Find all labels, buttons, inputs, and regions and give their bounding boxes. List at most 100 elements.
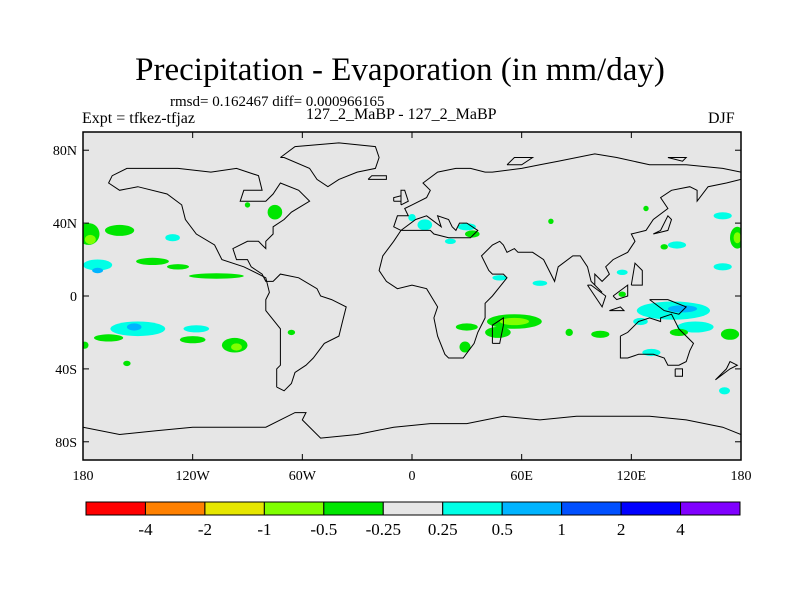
stats-text: rmsd= 0.162467 diff= 0.000966165 — [170, 94, 385, 110]
x-tick-label-2: 60W — [289, 469, 317, 484]
experiment-label: Expt = tfkez-tfjaz — [82, 110, 195, 127]
colorbar-swatch-2 — [204, 501, 265, 516]
contour-patch-15 — [94, 334, 124, 342]
coastline-19 — [393, 195, 402, 202]
map-background — [83, 132, 741, 460]
coastline-16 — [667, 157, 688, 162]
coastline-15 — [83, 412, 741, 439]
contour-patch-18 — [123, 360, 131, 367]
y-tick-label-3: 40S — [55, 363, 77, 378]
contour-patch-30 — [485, 326, 511, 338]
colorbar-swatch-8 — [561, 501, 622, 516]
coastline-5 — [491, 316, 504, 344]
coastline-2 — [367, 175, 387, 180]
contour-patch-6 — [92, 267, 104, 274]
contour-patch-13 — [126, 323, 142, 331]
colorbar: -4 -2 -1 -0.5 -0.25 0.25 0.5 1 2 4 — [85, 501, 741, 539]
contour-patch-50 — [616, 269, 628, 275]
coastline-0 — [107, 167, 347, 392]
coastlines — [83, 142, 741, 439]
contour-patch-2 — [105, 224, 135, 236]
colorbar-label-6: 0.5 — [492, 520, 513, 539]
colorbar-swatch-5 — [382, 501, 444, 516]
contour-patch-36 — [667, 305, 698, 313]
contour-patch-46 — [713, 263, 732, 271]
colorbar-swatch-7 — [501, 501, 563, 516]
contour-patch-29 — [499, 317, 529, 326]
colorbar-label-0: -4 — [138, 520, 153, 539]
contour-patch-5 — [83, 259, 113, 271]
contour-patch-48 — [660, 244, 668, 250]
contour-patch-40 — [591, 330, 610, 338]
contour-patch-39 — [669, 328, 689, 336]
coastline-18 — [400, 189, 409, 206]
coastline-7 — [609, 306, 626, 312]
contour-patch-26 — [492, 275, 508, 281]
contour-patch-20 — [83, 341, 89, 349]
coastline-11 — [649, 299, 688, 315]
contour-patch-37 — [677, 321, 714, 333]
contour-patch-32 — [459, 341, 471, 353]
y-tick-label-2: 0 — [70, 290, 77, 305]
contour-patch-47 — [667, 241, 687, 249]
contour-patch-41 — [720, 328, 740, 340]
x-tick-label-0: 180 — [73, 469, 94, 484]
colorbar-swatch-4 — [323, 501, 384, 516]
coastline-4 — [400, 215, 479, 239]
x-tick-label-5: 120E — [617, 469, 647, 484]
contour-patch-27 — [532, 280, 548, 286]
contour-patch-42 — [642, 348, 661, 357]
contour-patch-33 — [565, 328, 573, 336]
contour-patch-8 — [189, 273, 244, 279]
contour-patch-45 — [733, 232, 741, 244]
y-tick-label-0: 80N — [53, 144, 77, 159]
chart-title: Precipitation - Evaporation (in mm/day) — [135, 52, 665, 88]
colorbar-label-7: 1 — [557, 520, 566, 539]
axis-ticks: 180 120W 60W 0 60E 120E 180 80N 40N 0 40S 80S — [53, 132, 752, 484]
contour-patch-43 — [713, 212, 732, 220]
colorbar-label-9: 4 — [676, 520, 685, 539]
colorbar-label-4: -0.25 — [366, 520, 401, 539]
colorbar-swatch-1 — [144, 501, 206, 516]
contour-patch-9 — [267, 204, 283, 220]
coastline-12 — [619, 313, 695, 366]
contour-patch-10 — [244, 202, 251, 208]
contour-patch-4 — [167, 264, 189, 270]
y-tick-label-4: 80S — [55, 436, 77, 451]
contour-patch-49 — [643, 205, 649, 212]
y-tick-label-1: 40N — [53, 217, 77, 232]
coastline-6 — [587, 284, 607, 309]
x-tick-label-3: 0 — [409, 469, 416, 484]
season-label: DJF — [708, 110, 735, 127]
colorbar-label-1: -2 — [198, 520, 212, 539]
coastline-13 — [674, 368, 683, 377]
colorbar-label-5: 0.25 — [428, 520, 458, 539]
colorbar-label-3: -0.5 — [310, 520, 337, 539]
colorbar-swatch-3 — [263, 501, 325, 516]
coastline-8 — [612, 284, 629, 301]
coastline-14 — [715, 360, 739, 381]
contour-patch-7 — [165, 234, 180, 242]
colorbar-swatch-6 — [442, 501, 503, 516]
contour-patch-21 — [408, 214, 416, 222]
colorbar-label-8: 2 — [617, 520, 626, 539]
x-tick-label-4: 60E — [510, 469, 533, 484]
contour-patch-17 — [231, 343, 242, 351]
runs-label: 127_2_MaBP - 127_2_MaBP — [306, 106, 497, 123]
contour-patch-51 — [548, 218, 554, 224]
contour-patch-25 — [444, 238, 456, 244]
contour-patch-14 — [183, 325, 210, 333]
contour-patch-19 — [287, 329, 296, 336]
contour-patch-23 — [457, 223, 476, 231]
contour-patch-31 — [455, 323, 478, 331]
contour-patch-52 — [719, 387, 730, 395]
coastline-10 — [653, 214, 673, 235]
colorbar-label-2: -1 — [257, 520, 271, 539]
coastline-17 — [506, 157, 535, 166]
contour-patch-22 — [417, 219, 433, 231]
colorbar-swatch-0 — [85, 501, 146, 516]
contour-patch-3 — [136, 257, 169, 265]
coastline-3 — [378, 153, 741, 359]
contour-patch-34 — [618, 291, 626, 297]
